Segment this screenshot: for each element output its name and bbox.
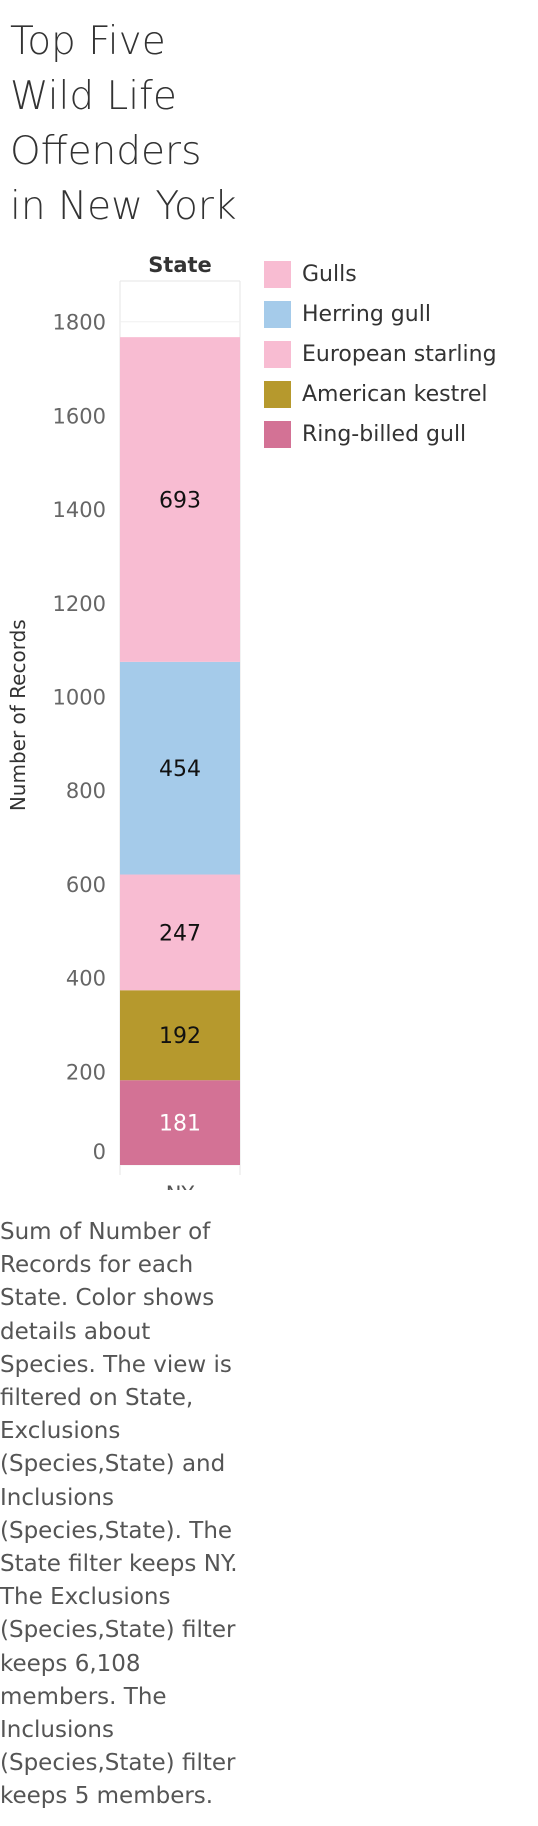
legend-swatch: [264, 421, 291, 448]
legend-label: American kestrel: [302, 382, 488, 407]
bar-value-label: 181: [159, 1112, 201, 1137]
chart-title: Top Five Wild Life Offenders in New York: [10, 14, 270, 234]
bar-segment[interactable]: [120, 337, 240, 662]
chart-title-line: Wild Life: [10, 74, 177, 119]
bar-segment[interactable]: [120, 1080, 240, 1165]
text-layer: State 0 200 400 600 800 1000 1200 1400 1600 1800 Nu…: [6, 253, 212, 1190]
column-header: State: [148, 253, 212, 277]
stacked-bar-chart: State 0 200 400 600 800 1000 1200 1400 1600 1800 Nu…: [6, 253, 241, 1190]
y-tick-label: 1800: [53, 311, 106, 335]
chart-title-line: Offenders: [10, 129, 202, 174]
y-axis-title: Number of Records: [6, 619, 30, 811]
legend-label: Herring gull: [302, 302, 431, 327]
y-tick-label: 800: [66, 779, 106, 803]
bar-value-label: 454: [159, 757, 201, 782]
y-tick-label: 1000: [53, 686, 106, 710]
bar-segment[interactable]: [120, 661, 240, 875]
bar-layer: [120, 337, 240, 1165]
bar-value-label: 192: [159, 1024, 201, 1049]
legend-swatch: [264, 341, 291, 368]
legend-swatch: [264, 301, 291, 328]
legend-swatch: [264, 261, 291, 288]
bar-segment[interactable]: [120, 990, 240, 1081]
bar-value-label: 693: [159, 488, 201, 513]
bar-segment[interactable]: [120, 874, 240, 991]
legend-label: Ring-billed gull: [302, 422, 467, 447]
y-tick-label: 1200: [53, 592, 106, 616]
y-tick-label: 1400: [53, 498, 106, 522]
y-tick-label: 600: [66, 873, 106, 897]
legend-swatch: [264, 381, 291, 408]
y-tick-label: 200: [66, 1060, 106, 1084]
y-tick-label: 400: [66, 967, 106, 991]
chart-title-line: Top Five: [10, 19, 166, 64]
legend-label: European starling: [302, 342, 497, 367]
y-tick-label: 1600: [53, 404, 106, 428]
legend-label: Gulls: [302, 262, 357, 287]
y-tick-label: 0: [93, 1140, 106, 1164]
chart-title-line: in New York: [10, 184, 237, 229]
chart-caption: Sum of Number of Records for each State.…: [0, 1219, 238, 1810]
bar-value-label: 247: [159, 921, 201, 946]
x-tick-label: NY: [166, 1182, 195, 1190]
